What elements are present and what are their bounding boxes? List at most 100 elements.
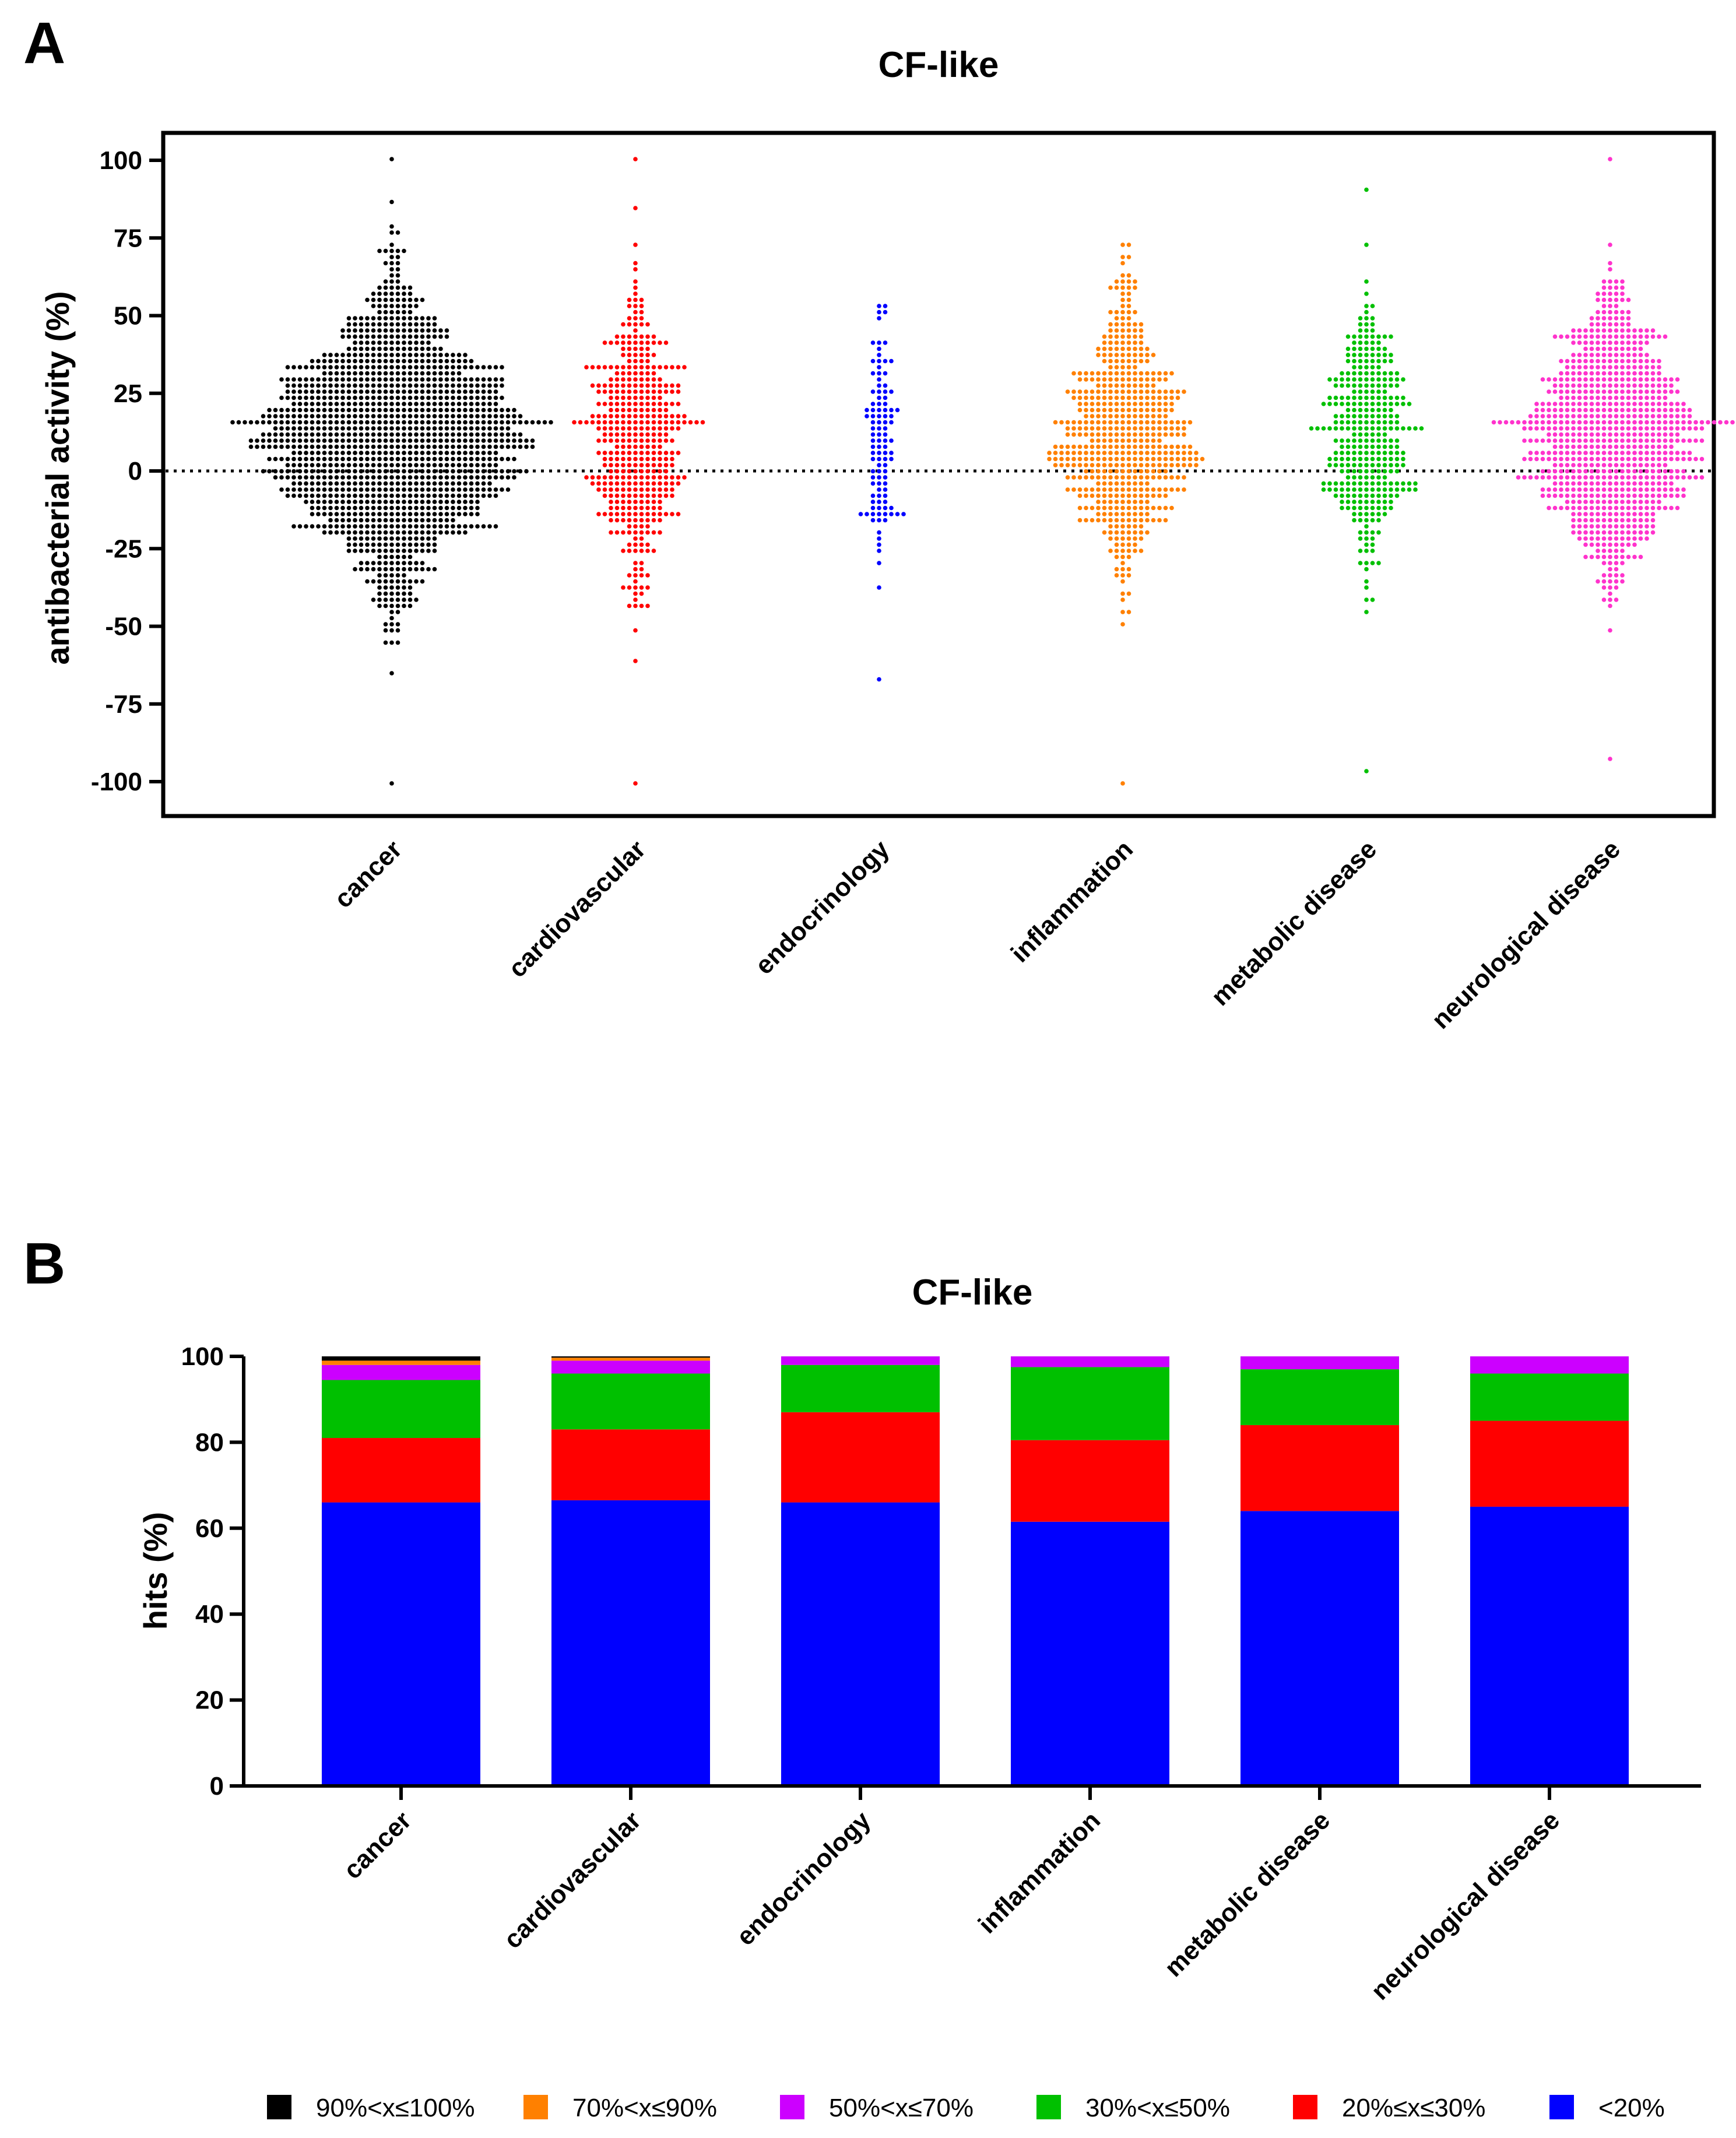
chart-a-point-metabolic-disease [1364,371,1369,376]
chart-a-point-cancer [291,420,296,425]
chart-a-point-cancer [420,548,425,553]
chart-a-point-cancer [359,334,364,339]
chart-a-point-neurological-disease [1522,420,1527,425]
chart-a-point-cardiovascular [609,389,613,394]
chart-a-point-cardiovascular [609,512,613,516]
chart-a-point-endocrinology [877,414,881,419]
chart-a-point-metabolic-disease [1364,469,1369,474]
chart-a-point-inflammation [1096,451,1101,455]
chart-a-point-cancer [444,328,449,333]
chart-a-point-cancer [353,377,357,382]
chart-a-point-cancer [383,383,388,388]
chart-a-point-metabolic-disease [1401,451,1405,455]
chart-a-point-cancer [444,389,449,394]
chart-a-point-cancer [395,426,400,431]
chart-a-point-metabolic-disease [1340,481,1344,486]
chart-a-point-cancer [377,297,382,303]
chart-a-point-neurological-disease [1547,438,1551,443]
chart-a-point-metabolic-disease [1358,334,1363,339]
chart-a-point-cancer [353,328,357,333]
chart-a-point-metabolic-disease [1309,426,1314,431]
chart-a-point-cancer [500,469,504,474]
chart-a-point-neurological-disease [1608,554,1612,560]
chart-a-point-cancer [487,487,492,492]
chart-a-point-cancer [273,426,278,431]
chart-a-point-cancer [451,407,455,413]
chart-a-point-neurological-disease [1669,426,1674,431]
chart-b-bar-neurological-disease-20-x-30 [1470,1420,1629,1507]
chart-a-point-cancer [340,451,345,455]
chart-a-point-cancer [279,475,284,480]
chart-a-point-endocrinology [883,500,888,504]
chart-a-point-metabolic-disease [1327,426,1332,431]
chart-a-point-endocrinology [883,493,888,498]
chart-a-point-metabolic-disease [1382,389,1387,394]
chart-a-point-cancer [371,451,376,455]
chart-a-point-cardiovascular [658,463,662,467]
chart-a-point-inflammation [1163,402,1168,406]
chart-a-point-neurological-disease [1620,561,1625,565]
chart-a-point-neurological-disease [1608,389,1612,394]
chart-a-point-neurological-disease [1540,426,1545,431]
chart-a-point-metabolic-disease [1389,469,1393,474]
chart-a-point-inflammation [1138,328,1144,333]
chart-a-point-neurological-disease [1601,481,1607,486]
chart-a-point-cancer [463,456,468,462]
chart-a-point-cancer [469,438,474,443]
chart-a-point-metabolic-disease [1352,358,1357,364]
chart-a-point-cancer [377,444,382,449]
chart-a-point-cancer [414,402,419,406]
chart-b-ytick-label: 20 [195,1686,224,1715]
chart-a-point-inflammation [1133,432,1137,437]
chart-a-point-cardiovascular [670,383,674,388]
chart-a-point-cancer [414,420,419,425]
chart-a-point-inflammation [1126,420,1131,425]
chart-a-point-cancer [487,451,492,455]
chart-a-point-cancer [322,512,327,516]
chart-a-point-inflammation [1163,505,1168,511]
chart-a-point-metabolic-disease [1370,505,1375,511]
chart-a-point-inflammation [1084,518,1088,523]
chart-a-point-inflammation [1126,414,1131,419]
chart-a-point-cancer [261,420,266,425]
chart-a-point-inflammation [1090,487,1095,492]
chart-a-point-neurological-disease [1620,444,1625,449]
chart-a-point-inflammation [1120,279,1125,284]
chart-a-point-inflammation [1114,524,1119,529]
chart-b-category-label: endocrinology [731,1806,876,1951]
chart-a-point-cardiovascular [658,456,662,462]
chart-a-point-neurological-disease [1528,456,1533,462]
chart-a-point-neurological-disease [1620,383,1625,388]
chart-a-point-cancer [475,420,480,425]
chart-a-point-cardiovascular [627,402,632,406]
chart-a-point-cancer [340,493,345,498]
chart-a-point-neurological-disease [1614,585,1619,590]
chart-a-point-inflammation [1065,426,1070,431]
chart-a-point-cancer [353,316,357,321]
chart-a-point-neurological-disease [1577,475,1582,480]
chart-a-point-cardiovascular [639,389,644,394]
chart-a-point-cancer [481,383,486,388]
chart-a-point-cardiovascular [639,310,644,315]
chart-a-point-cancer [426,456,431,462]
chart-a-point-neurological-disease [1650,414,1656,419]
chart-a-point-neurological-disease [1601,524,1607,529]
chart-a-point-inflammation [1108,505,1113,511]
chart-a-point-cancer [420,444,425,449]
chart-a-point-neurological-disease [1687,438,1692,443]
chart-a-point-inflammation [1157,402,1162,406]
chart-a-point-cancer [407,420,413,425]
chart-a-point-metabolic-disease [1352,456,1357,462]
chart-a-point-cancer [255,438,259,443]
chart-a-point-neurological-disease [1620,358,1625,364]
chart-a-point-metabolic-disease [1376,469,1381,474]
chart-a-point-cancer [402,334,406,339]
chart-a-point-neurological-disease [1620,505,1625,511]
chart-a-point-neurological-disease [1650,389,1656,394]
chart-a-point-cancer [395,340,400,345]
chart-a-point-cancer [475,500,480,504]
chart-a-point-cardiovascular [627,365,632,370]
chart-a-ytick-label: 50 [114,302,142,330]
chart-a-point-cancer [365,475,370,480]
chart-a-point-cancer [346,407,352,413]
